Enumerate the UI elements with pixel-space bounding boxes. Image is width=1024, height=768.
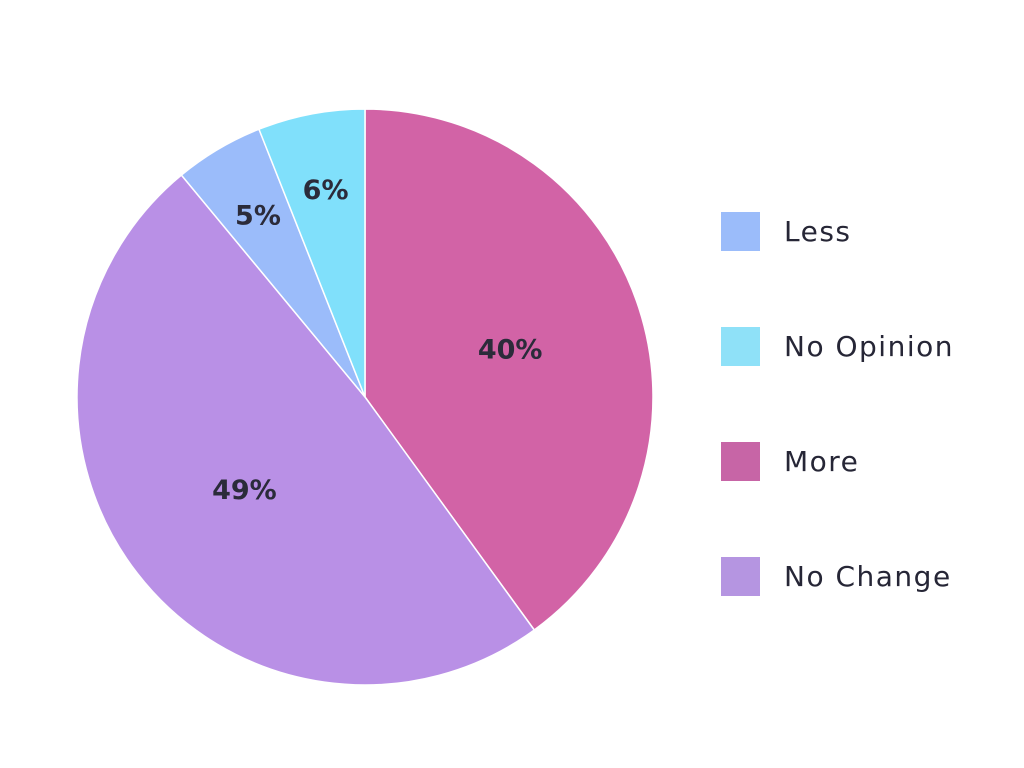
legend-swatch-no-change — [721, 556, 760, 596]
legend-swatch-more — [721, 441, 760, 481]
slice-label-less: 5% — [235, 201, 281, 232]
legend-label-no-change: No Change — [784, 559, 952, 593]
legend-item-no-opinion: No Opinion — [721, 326, 1011, 366]
legend-label-no-opinion: No Opinion — [784, 329, 954, 363]
legend-label-more: More — [784, 444, 860, 478]
pie-slice-more — [364, 108, 654, 632]
legend-item-more: More — [721, 441, 1011, 481]
legend-swatch-less — [721, 211, 760, 251]
legend-label-less: Less — [784, 214, 852, 248]
slice-label-no-opinion: 6% — [303, 175, 349, 206]
legend: Less No Opinion More No Change — [721, 211, 1011, 671]
slice-label-no-change: 49% — [212, 475, 277, 506]
legend-item-no-change: No Change — [721, 556, 1011, 596]
legend-item-less: Less — [721, 211, 1011, 251]
legend-swatch-no-opinion — [721, 326, 760, 366]
pie-slice-no-opinion — [258, 108, 366, 398]
slice-label-more: 40% — [478, 334, 543, 365]
pie-slice-no-change — [76, 174, 536, 686]
